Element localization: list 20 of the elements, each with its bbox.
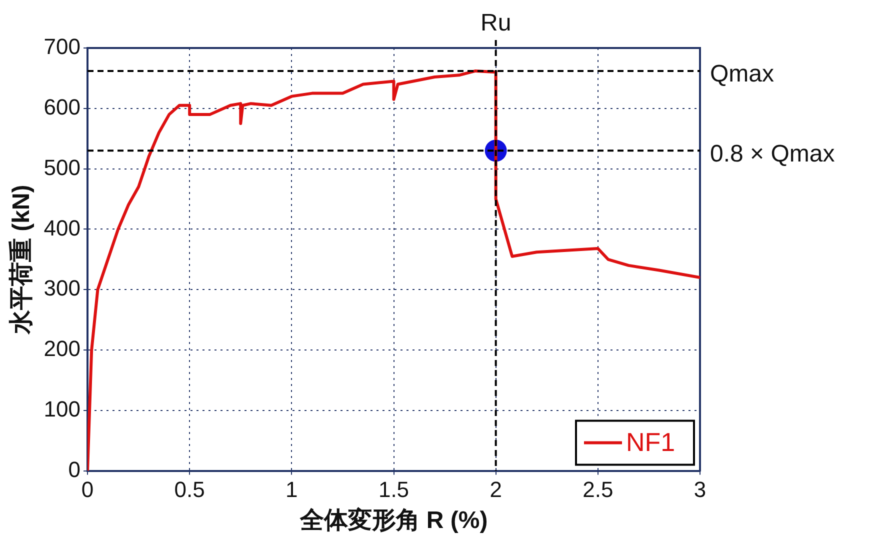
- y-tick-label: 0: [68, 456, 81, 482]
- y-tick-label: 100: [44, 396, 81, 422]
- y-tick-label: 600: [44, 94, 81, 120]
- x-tick-label: 2: [490, 477, 502, 502]
- legend-label: NF1: [626, 426, 676, 457]
- x-axis-title: 全体変形角 R (%): [298, 506, 488, 534]
- y-tick-label: 500: [44, 154, 81, 180]
- y-axis-title: 水平荷重 (kN): [8, 184, 36, 336]
- y-tick-label: 200: [44, 336, 81, 362]
- x-tick-label: 0.5: [174, 477, 205, 502]
- ref-line-label: Qmax: [710, 60, 774, 88]
- ref-line-label: Ru: [480, 10, 512, 37]
- x-tick-label: 1: [286, 477, 298, 502]
- y-tick-label: 400: [44, 215, 81, 240]
- x-tick-label: 3: [694, 477, 706, 502]
- x-tick-label: 1.5: [378, 477, 410, 502]
- y-tick-label: 700: [44, 34, 81, 60]
- y-tick-label: 300: [44, 276, 81, 301]
- ref-line-label: 0.8 × Qmax: [710, 140, 835, 168]
- x-tick-label: 2.5: [582, 477, 614, 502]
